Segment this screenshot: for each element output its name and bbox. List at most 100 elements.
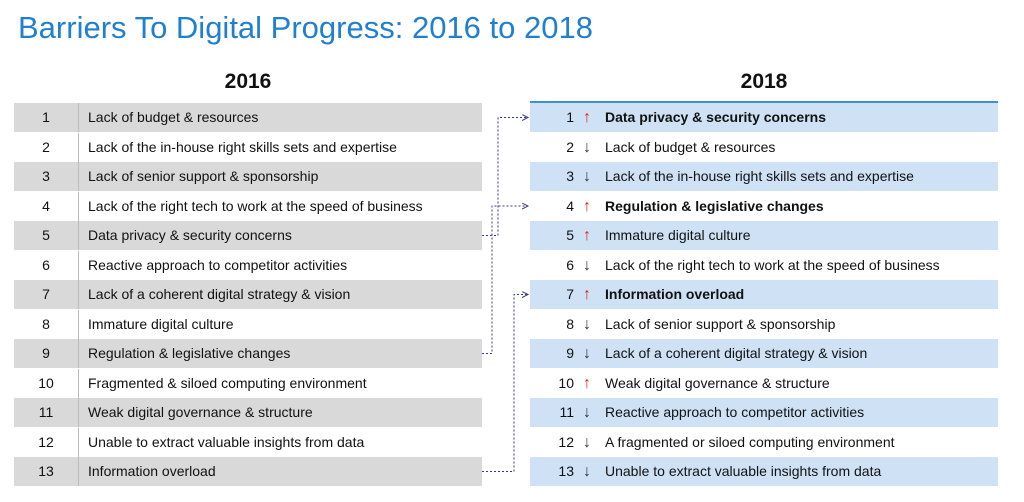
rank-number: 11 [559, 404, 574, 420]
heading-2018: 2018 [740, 70, 788, 93]
column-divider [78, 103, 79, 132]
barrier-text: Immature digital culture [88, 315, 234, 332]
barrier-text: Information overload [88, 463, 216, 479]
barrier-text: Fragmented & siloed computing environmen… [88, 374, 367, 391]
column-divider [78, 191, 79, 221]
table-row: 5 Data privacy & security concerns [14, 221, 482, 250]
arrow-up-icon: ↑ [583, 197, 591, 215]
table-row: 2 ↓ Lack of budget & resources [530, 133, 998, 162]
rank-number: 6 [566, 256, 574, 273]
table-row: 4 ↑ Regulation & legislative changes [530, 192, 998, 221]
rank-number: 1 [566, 109, 574, 125]
page-title: Barriers To Digital Progress: 2016 to 20… [18, 10, 593, 45]
heading-2016: 2016 [224, 70, 272, 93]
barrier-text: Lack of the right tech to work at the sp… [605, 256, 940, 273]
arrow-down-icon: ↓ [583, 404, 591, 421]
barrier-text: Lack of the in-house right skills sets a… [88, 138, 397, 155]
barrier-text: Unable to extract valuable insights from… [88, 433, 365, 450]
rank-number: 10 [38, 374, 54, 391]
table-row: 9 Regulation & legislative changes [14, 339, 482, 368]
table-row: 7 Lack of a coherent digital strategy & v… [14, 280, 482, 309]
barrier-text: A fragmented or siloed computing environ… [605, 433, 895, 450]
table-row: 8 ↓ Lack of senior support & sponsorship [530, 310, 998, 339]
arrow-down-icon: ↓ [583, 433, 591, 451]
table-row: 2 Lack of the in-house right skills sets … [14, 132, 482, 162]
barrier-text: Reactive approach to competitor activiti… [605, 404, 865, 420]
barrier-text: Regulation & legislative changes [605, 197, 824, 214]
connector-arrow [482, 118, 528, 236]
table-row: 3 Lack of senior support & sponsorship [14, 162, 482, 191]
barrier-text: Weak digital governance & structure [88, 404, 313, 420]
table-row: 7 ↑ Information overload [530, 280, 998, 309]
table-2016: 1 Lack of budget & resources 2 Lack of the … [14, 101, 482, 487]
arrow-up-icon: ↑ [583, 286, 591, 303]
table-row: 12 ↓ A fragmented or siloed computing envi… [530, 428, 998, 457]
table-2018: 1 ↑ Data privacy & security concerns 2 ↓ Lack… [530, 101, 998, 487]
rank-number: 7 [42, 286, 50, 302]
rank-number: 12 [38, 433, 54, 450]
rank-number: 4 [42, 197, 50, 214]
column-divider [78, 457, 79, 486]
column-divider [78, 398, 79, 427]
barrier-text: Reactive approach to competitor activiti… [88, 256, 348, 273]
table-row: 11 ↓ Reactive approach to competitor activ… [530, 398, 998, 427]
rank-number: 8 [42, 315, 50, 332]
barrier-text: Lack of the right tech to work at the sp… [88, 197, 423, 214]
table-row: 10 Fragmented & siloed computing environm… [14, 368, 482, 398]
rank-number: 6 [42, 256, 50, 273]
connector-arrow [482, 206, 528, 354]
arrow-down-icon: ↓ [583, 138, 591, 156]
arrow-down-icon: ↓ [583, 345, 591, 362]
column-divider [78, 280, 79, 309]
rank-number: 3 [42, 168, 50, 184]
barrier-text: Lack of a coherent digital strategy & vi… [88, 286, 351, 302]
rank-number: 5 [566, 227, 574, 243]
column-divider [78, 309, 79, 339]
barrier-text: Immature digital culture [605, 227, 751, 243]
barrier-text: Information overload [605, 286, 745, 302]
barrier-text: Lack of budget & resources [88, 109, 259, 125]
table-row: 9 ↓ Lack of a coherent digital strategy & … [530, 339, 998, 368]
arrow-down-icon: ↓ [583, 256, 591, 274]
rank-number: 2 [566, 138, 574, 155]
column-divider [78, 368, 79, 398]
rank-number: 2 [42, 138, 50, 155]
rank-number: 1 [42, 109, 50, 125]
rank-number: 4 [566, 197, 574, 214]
column-divider [78, 132, 79, 162]
barrier-text: Lack of the in-house right skills sets a… [605, 168, 914, 184]
column-divider [78, 427, 79, 457]
barrier-text: Data privacy & security concerns [605, 109, 826, 125]
barrier-text: Lack of senior support & sponsorship [605, 315, 836, 332]
arrow-down-icon: ↓ [583, 168, 591, 185]
connector-arrow [482, 295, 528, 472]
table-row: 13 Information overload [14, 457, 482, 486]
table-row: 6 Reactive approach to competitor activit… [14, 250, 482, 280]
table-row: 3 ↓ Lack of the in-house right skills sets… [530, 162, 998, 191]
table-row: 12 Unable to extract valuable insights fr… [14, 427, 482, 457]
barrier-text: Lack of budget & resources [605, 138, 776, 155]
column-divider [78, 221, 79, 250]
arrow-down-icon: ↓ [583, 463, 591, 480]
table-row: 6 ↓ Lack of the right tech to work at the … [530, 251, 998, 280]
rank-number: 13 [38, 463, 54, 479]
barrier-text: Lack of a coherent digital strategy & vi… [605, 345, 868, 361]
barrier-text: Regulation & legislative changes [88, 345, 291, 361]
rank-number: 12 [558, 433, 574, 450]
barrier-text: Data privacy & security concerns [88, 227, 292, 243]
barrier-text: Lack of senior support & sponsorship [88, 168, 319, 184]
table-top-border [530, 101, 998, 103]
rank-number: 9 [42, 345, 50, 361]
table-row: 13 ↓ Unable to extract valuable insights f… [530, 457, 998, 486]
column-divider [78, 250, 79, 280]
column-divider [78, 162, 79, 191]
arrow-down-icon: ↓ [583, 315, 591, 333]
barrier-text: Weak digital governance & structure [605, 374, 830, 391]
table-row: 5 ↑ Immature digital culture [530, 221, 998, 250]
table-row: 1 ↑ Data privacy & security concerns [530, 103, 998, 132]
rank-number: 11 [38, 404, 54, 420]
table-row: 1 Lack of budget & resources [14, 103, 482, 132]
arrow-up-icon: ↑ [583, 227, 591, 244]
rank-number: 13 [558, 463, 574, 479]
